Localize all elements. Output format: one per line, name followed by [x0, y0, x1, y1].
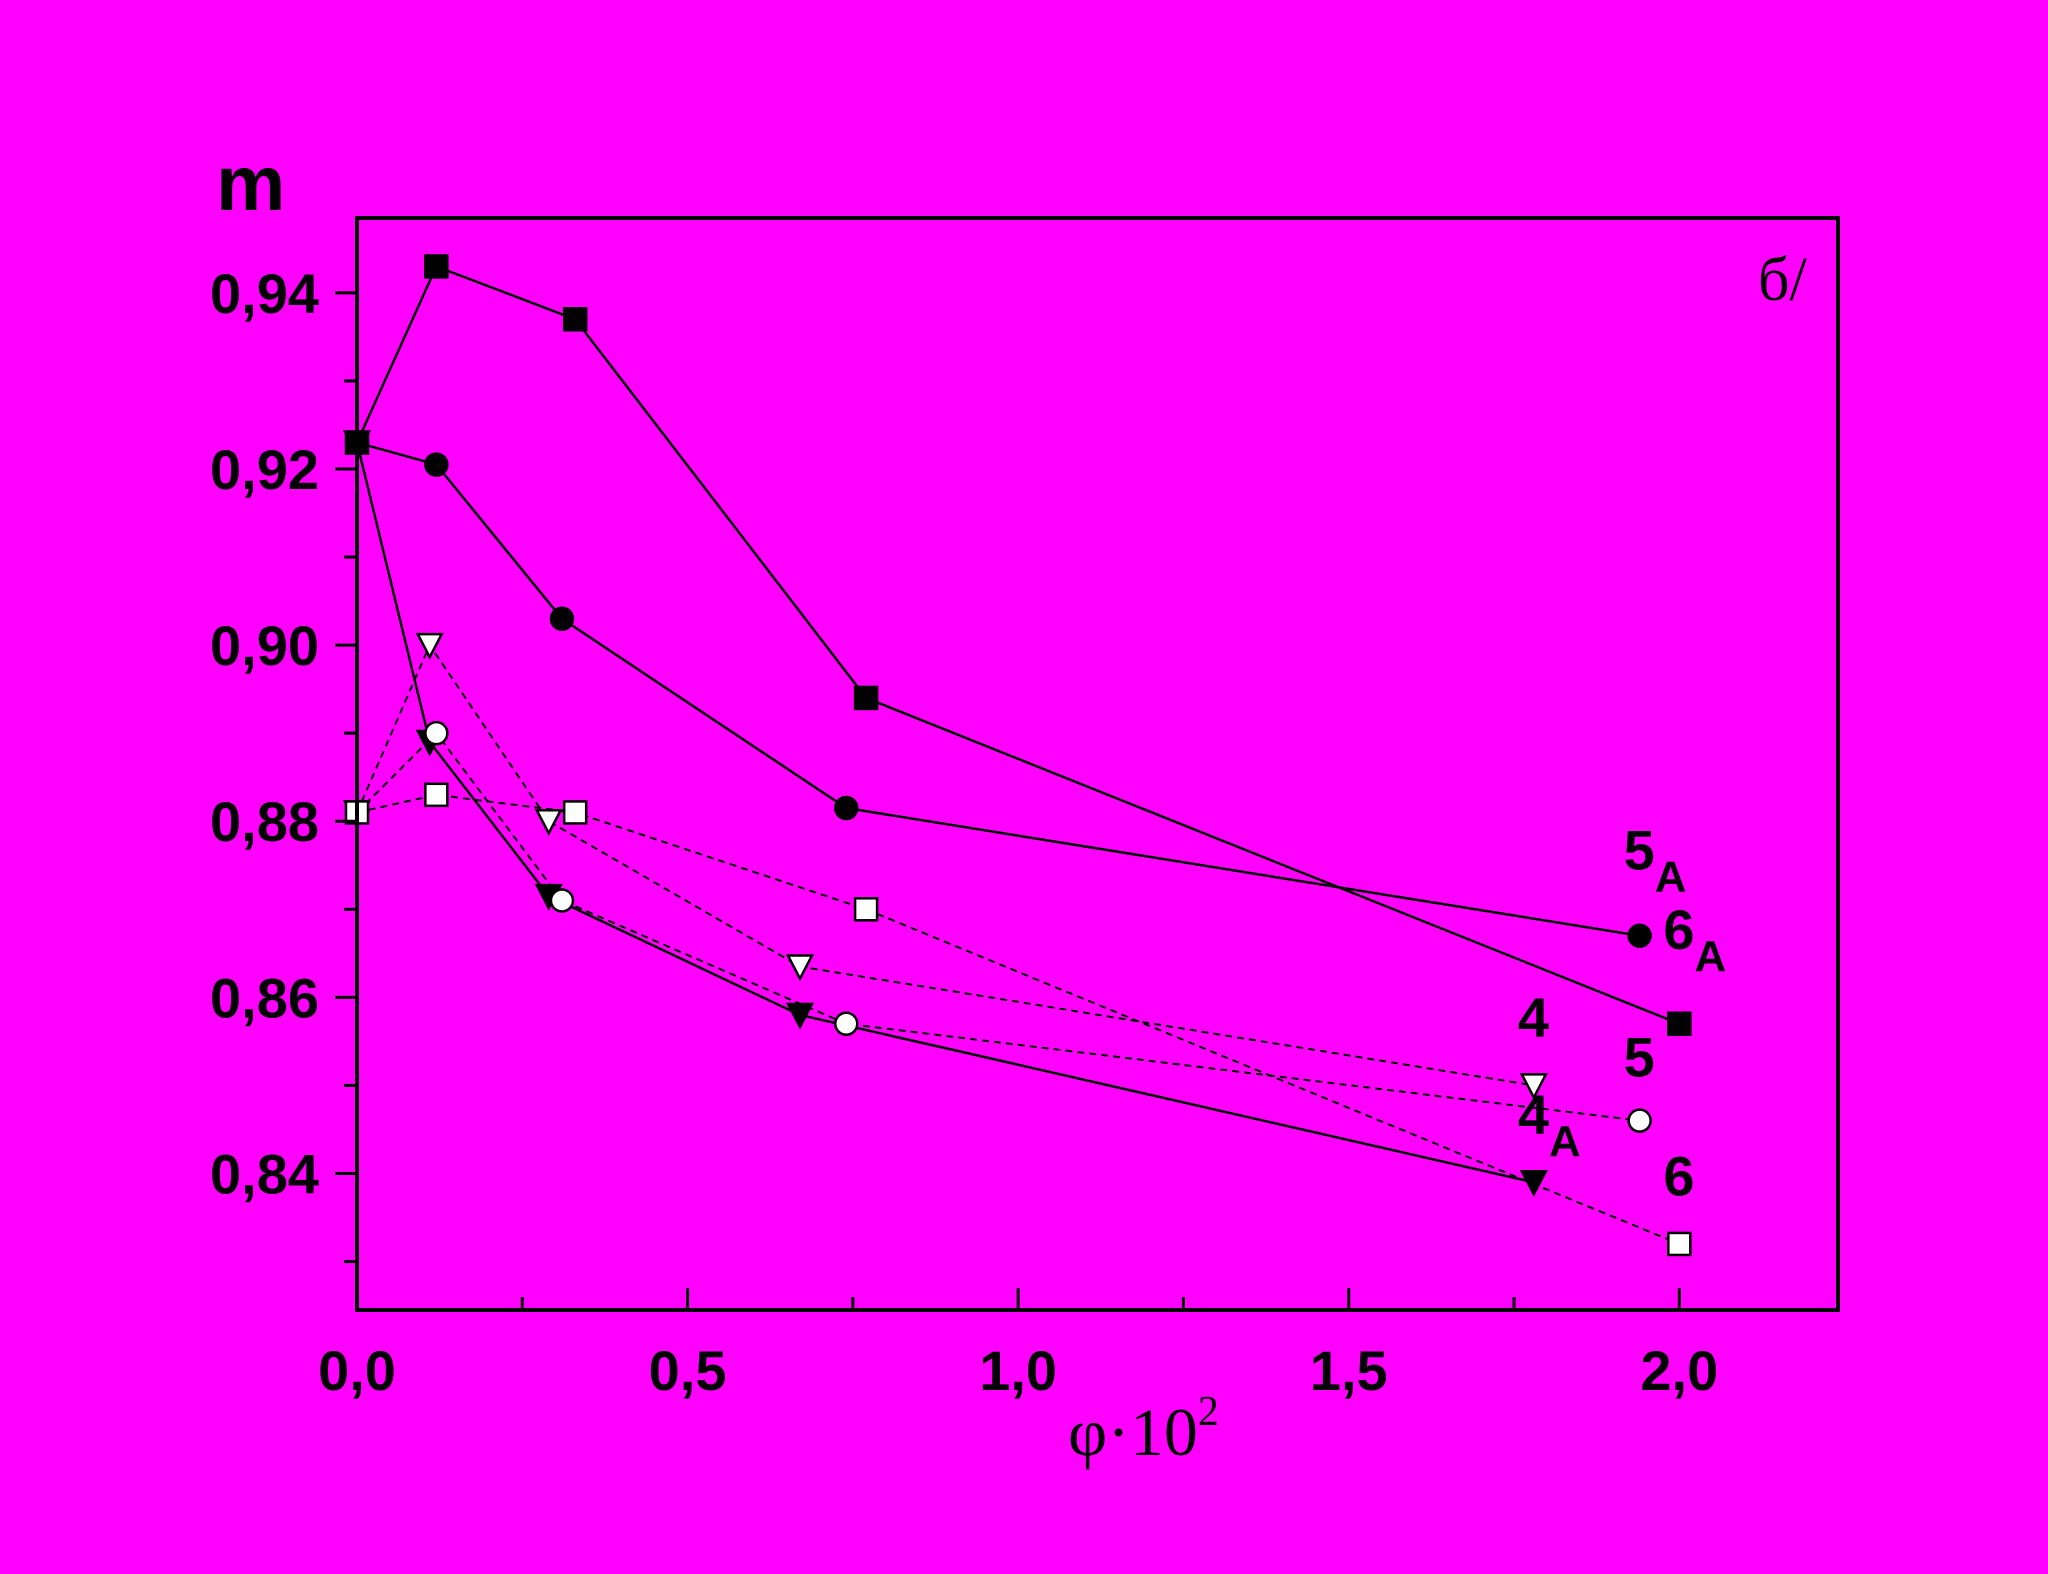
series-5a-point — [549, 606, 575, 631]
series-4a-point — [1519, 1170, 1548, 1198]
series-6a-point — [562, 307, 588, 332]
panel-label: б/ — [1758, 246, 1808, 314]
series-4-label-main: 4 — [1518, 986, 1549, 1049]
x-axis-label: φ·102 — [1068, 1389, 1219, 1470]
series-6a-point — [853, 685, 879, 711]
tick-layer: 0,0 0,5 1,0 1,5 2,0 0,84 0,86 0,88 0,90 0,92 0,94 — [210, 262, 1718, 1402]
series-4-point — [415, 632, 444, 660]
series-6a-point — [424, 254, 449, 279]
series-5a-point — [424, 452, 449, 477]
y-tick-label: 0,84 — [210, 1143, 319, 1206]
series-5a-label: 5A — [1624, 819, 1687, 902]
series-4-point — [1519, 1073, 1548, 1101]
y-tick-label: 0,92 — [210, 438, 319, 501]
series-6a — [344, 254, 1692, 1037]
series-5-point — [549, 888, 575, 913]
series-5-line — [356, 731, 1640, 1122]
series-4-point — [785, 954, 815, 982]
series-6 — [344, 782, 1692, 1257]
series-5a-point — [834, 795, 859, 821]
x-tick-label: 0,0 — [318, 1339, 396, 1402]
x-tick-label: 1,5 — [1310, 1339, 1388, 1402]
series-5-label: 5 — [1624, 1026, 1655, 1089]
series-5a-label-sub: A — [1655, 853, 1687, 902]
x-tick-label: 2,0 — [1640, 1339, 1718, 1402]
series-4-label: 4 — [1518, 986, 1549, 1049]
series-4-point — [534, 808, 563, 836]
y-tick-label: 0,86 — [210, 966, 319, 1029]
x-tick-label: 1,0 — [979, 1339, 1057, 1402]
series-5a-point — [1627, 923, 1652, 948]
series-6-point — [1667, 1231, 1692, 1257]
series-6-label: 6 — [1663, 1145, 1694, 1208]
series-5-point — [424, 720, 449, 746]
x-axis-label-base: φ·10 — [1068, 1394, 1198, 1470]
series-4a-label-main: 4 — [1518, 1083, 1549, 1146]
series-6a-label-sub: A — [1694, 932, 1726, 981]
series-5-point — [1627, 1108, 1652, 1133]
series-layer — [342, 254, 1692, 1257]
series-4-line — [356, 643, 1535, 1087]
series-6-point — [562, 800, 588, 825]
series-6a-label: 6A — [1663, 898, 1726, 981]
series-6-label-main: 6 — [1663, 1145, 1694, 1208]
series-6a-point — [1667, 1011, 1692, 1037]
x-tick-label: 0,5 — [649, 1339, 727, 1402]
y-tick-label: 0,88 — [210, 790, 319, 853]
series-6a-label-main: 6 — [1663, 898, 1694, 961]
series-5 — [344, 720, 1652, 1133]
y-tick-label: 0,94 — [210, 262, 319, 325]
series-4a-label-sub: A — [1549, 1117, 1581, 1166]
series-6-point — [853, 897, 879, 922]
series-4a-label: 4A — [1518, 1083, 1581, 1166]
y-axis-label: m — [216, 139, 285, 227]
x-axis-label-sup: 2 — [1198, 1389, 1219, 1435]
plot-frame — [355, 216, 1840, 1312]
series-5-label-main: 5 — [1624, 1026, 1655, 1089]
series-5a-label-main: 5 — [1624, 819, 1655, 882]
y-tick-label: 0,90 — [210, 614, 319, 677]
series-6-point — [424, 782, 449, 808]
series-5-point — [834, 1011, 859, 1037]
